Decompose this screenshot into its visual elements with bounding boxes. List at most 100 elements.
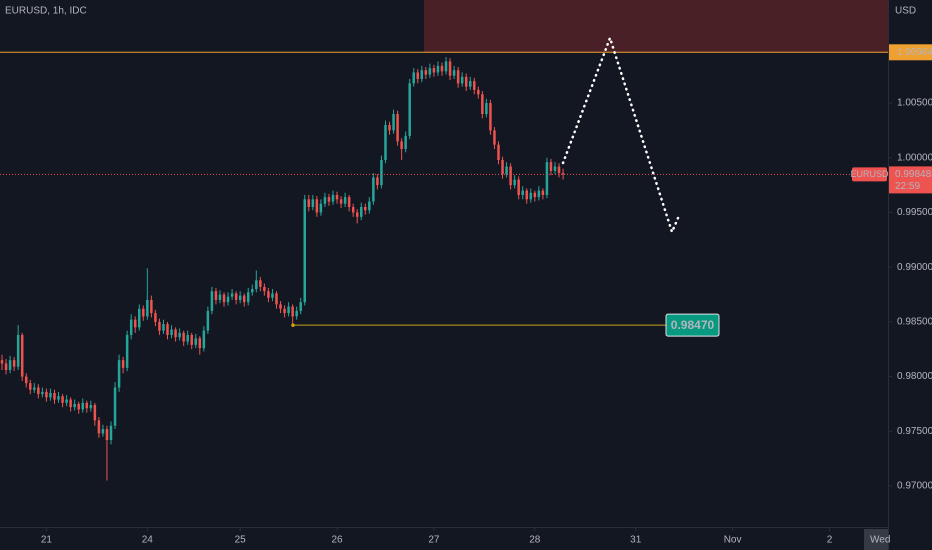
candle-body — [432, 68, 436, 73]
candle-body — [331, 194, 335, 202]
candle-body — [509, 166, 512, 186]
candle-body — [158, 321, 161, 331]
candle-body — [456, 70, 460, 84]
resistance-zone — [424, 0, 888, 53]
currency-label: USD — [895, 6, 916, 17]
candle-body — [275, 293, 278, 305]
candle-body — [198, 338, 202, 349]
candle-body — [557, 166, 561, 174]
candle-body — [380, 159, 383, 186]
candle-body — [69, 399, 72, 408]
candle-body — [307, 199, 311, 207]
candle-body — [202, 330, 206, 349]
candle-body — [561, 173, 565, 175]
candle-body — [521, 190, 524, 195]
candle-body — [206, 310, 210, 331]
candle-body — [460, 76, 464, 84]
candle-body — [384, 124, 387, 160]
candle-body — [267, 291, 270, 298]
candle-body — [355, 212, 359, 217]
time-axis — [0, 527, 888, 550]
candle-body — [283, 308, 286, 314]
candle-body — [97, 420, 101, 434]
axes: 1.00500 1.00000 0.99500 0.99000 0.98500 0.980… — [41, 44, 932, 550]
candle-body — [400, 141, 403, 150]
candle-body — [319, 203, 323, 213]
candle-body — [16, 334, 20, 367]
y-tick-label: 0.98500 — [897, 317, 932, 328]
candle-body — [218, 294, 222, 300]
candle-body — [259, 280, 262, 287]
candle-body — [182, 332, 185, 342]
candle-body — [464, 76, 468, 87]
candle-body — [255, 280, 258, 290]
candle-body — [210, 291, 214, 311]
y-tick-label: 0.97000 — [897, 481, 932, 492]
candle-body — [343, 197, 347, 204]
candle-body — [323, 197, 327, 204]
candle-body — [513, 179, 516, 186]
candle-body — [541, 190, 545, 195]
candle-body — [327, 197, 331, 202]
candle-body — [113, 387, 117, 426]
candle-body — [376, 177, 379, 186]
candle-body — [428, 68, 432, 75]
candle-body — [404, 135, 407, 150]
candle-body — [468, 81, 472, 87]
x-tick-label: 24 — [142, 535, 154, 546]
candle-body — [497, 144, 500, 160]
candle-body — [129, 319, 133, 335]
candle-body — [295, 310, 298, 317]
candle-body — [222, 294, 226, 303]
candle-body — [12, 360, 16, 367]
candle-body — [125, 334, 129, 368]
last-time-label: 22:59 — [895, 181, 920, 192]
candle-body — [549, 162, 553, 171]
candle-body — [311, 199, 315, 207]
candle-body — [20, 334, 24, 377]
candle-body — [170, 329, 173, 335]
candle-body — [493, 130, 496, 145]
x-tick-label: 21 — [41, 535, 53, 546]
candle-body — [117, 360, 121, 388]
candle-body — [263, 286, 266, 292]
x-tick-label: 26 — [331, 535, 343, 546]
candle-body — [452, 70, 456, 76]
overlay: 0.98470 — [0, 173, 888, 337]
candles — [0, 57, 565, 481]
candle-body — [93, 405, 97, 421]
candle-body — [396, 113, 399, 142]
candle-body — [138, 308, 141, 328]
candle-body — [347, 197, 351, 207]
candle-body — [416, 72, 420, 79]
candle-body — [242, 295, 246, 303]
x-tick-label: 28 — [529, 535, 541, 546]
candle-body — [65, 399, 68, 403]
y-tick-label: 0.97500 — [897, 426, 932, 437]
candle-body — [61, 396, 64, 403]
candle-body — [481, 94, 484, 114]
candle-body — [246, 292, 250, 303]
candle-body — [444, 61, 448, 72]
price-axis — [888, 0, 932, 550]
candle-body — [190, 334, 193, 345]
cursor-date-box — [864, 529, 888, 550]
candle-body — [230, 293, 234, 297]
candle-body — [121, 360, 125, 368]
candle-body — [8, 360, 12, 371]
candle-body — [77, 403, 80, 410]
candle-body — [279, 304, 282, 309]
candle-body — [545, 162, 549, 195]
candle-body — [89, 405, 93, 409]
candle-body — [529, 192, 533, 200]
candle-body — [291, 306, 294, 317]
candle-body — [360, 206, 363, 217]
candle-body — [166, 324, 169, 335]
candle-body — [4, 363, 8, 371]
zone-layer — [0, 0, 888, 53]
candle-body — [436, 65, 440, 73]
y-tick-label: 1.00500 — [897, 98, 932, 109]
x-tick-label: 2 — [827, 535, 833, 546]
